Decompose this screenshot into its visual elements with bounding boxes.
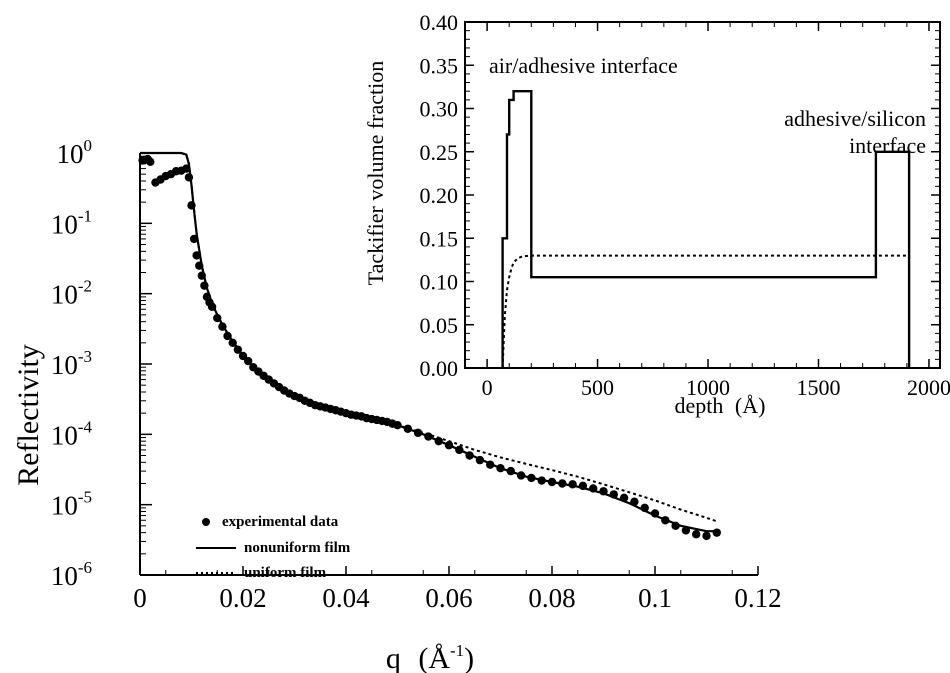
- main-y-tick-label: 100: [57, 136, 93, 169]
- main-y-tick-base: 10: [51, 209, 78, 239]
- main-x-axis-title: q (Å-1): [386, 641, 474, 673]
- main-y-tick-base: 10: [51, 491, 78, 521]
- data-point: [146, 157, 155, 166]
- main-y-tick-label: 10-4: [51, 417, 93, 450]
- annotation-adhesive-silicon: adhesive/silicon: [784, 106, 926, 131]
- inset-x-tick-label: 2000: [907, 375, 950, 400]
- legend: experimental data nonuniform film uniform …: [196, 514, 351, 581]
- main-y-tick-exponent: -3: [78, 347, 92, 366]
- data-point: [692, 530, 701, 539]
- main-y-tick-exponent: -4: [78, 417, 93, 436]
- main-y-tick-exponent: -2: [78, 277, 92, 296]
- main-y-tick-label: 10-5: [51, 488, 92, 521]
- main-tick-labels: 0 0.02 0.04 0.06 0.08 0.1 0.1210010-110-210-31…: [51, 136, 782, 613]
- main-x-tick-label: 0.12: [734, 583, 781, 613]
- data-point: [702, 531, 711, 541]
- data-point: [712, 528, 721, 537]
- main-y-tick-exponent: -5: [78, 488, 92, 507]
- inset-y-tick-label: 0.00: [420, 356, 459, 381]
- main-x-unit-exponent: -1: [450, 641, 464, 660]
- inset-x-tick-label: 0: [482, 375, 493, 400]
- main-x-axis-title-name: q: [386, 642, 401, 673]
- main-series: [138, 151, 721, 541]
- annotation-air-adhesive: air/adhesive interface: [489, 53, 678, 78]
- inset-y-tick-label: 0.15: [420, 226, 459, 251]
- inset-tick-labels: 0 500 1000 1500 2000 0.00 0.05 0.10 0.15 0.20 0.25…: [420, 10, 950, 400]
- main-x-unit-base: (Å: [418, 642, 450, 673]
- main-y-tick-label: 10-2: [51, 277, 92, 310]
- main-x-tick-label: 0.1: [638, 583, 672, 613]
- legend-marker-experimental: [202, 518, 210, 526]
- inset-x-axis-title-unit: (Å): [735, 393, 766, 418]
- inset-y-tick-label: 0.20: [420, 183, 459, 208]
- main-y-tick-exponent: -6: [78, 558, 92, 577]
- inset-y-tick-label: 0.10: [420, 270, 459, 295]
- legend-label: experimental data: [222, 514, 339, 530]
- main-y-tick-exponent: -1: [78, 206, 92, 225]
- main-y-tick-exponent: 0: [84, 136, 93, 155]
- inset-x-tick-label: 1500: [796, 375, 840, 400]
- main-y-tick-base: 10: [51, 280, 78, 310]
- main-x-tick-label: 0.04: [322, 583, 370, 613]
- nonuniform-profile-line: [501, 90, 911, 368]
- inset-y-tick-label: 0.05: [420, 313, 459, 338]
- annotation-interface: interface: [849, 133, 926, 158]
- main-y-tick-base: 10: [51, 420, 78, 450]
- main-y-tick-label: 10-6: [51, 558, 92, 591]
- inset-y-tick-label: 0.40: [420, 10, 459, 35]
- main-x-tick-label: 0: [133, 583, 147, 613]
- inset-y-tick-label: 0.30: [420, 97, 459, 122]
- main-y-tick-base: 10: [51, 561, 78, 591]
- inset-x-tick-label: 1000: [686, 375, 730, 400]
- inset-y-tick-label: 0.25: [420, 140, 459, 165]
- tackifier-profile-chart: 0 500 1000 1500 2000 0.00 0.05 0.10 0.15 0.20 0.25…: [363, 10, 950, 418]
- main-y-tick-label: 10-1: [51, 206, 92, 239]
- inset-x-axis-title: depth (Å): [675, 393, 766, 418]
- legend-label: uniform film: [244, 565, 327, 581]
- inset-y-axis-title: Tackifier volume fraction: [363, 61, 388, 285]
- main-x-unit-close: ): [464, 642, 474, 673]
- inset-series: [501, 90, 911, 369]
- main-x-tick-label: 0.02: [219, 583, 266, 613]
- reflectivity-chart: 0 0.02 0.04 0.06 0.08 0.1 0.1210010-110-210-31…: [12, 136, 782, 673]
- main-x-axis-title-unit: (Å-1): [418, 641, 474, 673]
- main-y-tick-label: 10-3: [51, 347, 92, 380]
- inset-ticks: [464, 21, 940, 369]
- inset-x-tick-label: 500: [581, 375, 614, 400]
- inset-x-axis-title-name: depth: [675, 393, 724, 418]
- main-y-axis-title: Reflectivity: [12, 344, 45, 486]
- main-y-tick-base: 10: [57, 139, 84, 169]
- uniform-film-line: [140, 152, 718, 523]
- main-y-tick-base: 10: [51, 350, 78, 380]
- inset-background: [485, 20, 930, 370]
- main-x-tick-label: 0.08: [528, 583, 575, 613]
- inset-y-tick-label: 0.35: [420, 53, 459, 78]
- main-x-tick-label: 0.06: [425, 583, 472, 613]
- legend-label: nonuniform film: [244, 540, 351, 556]
